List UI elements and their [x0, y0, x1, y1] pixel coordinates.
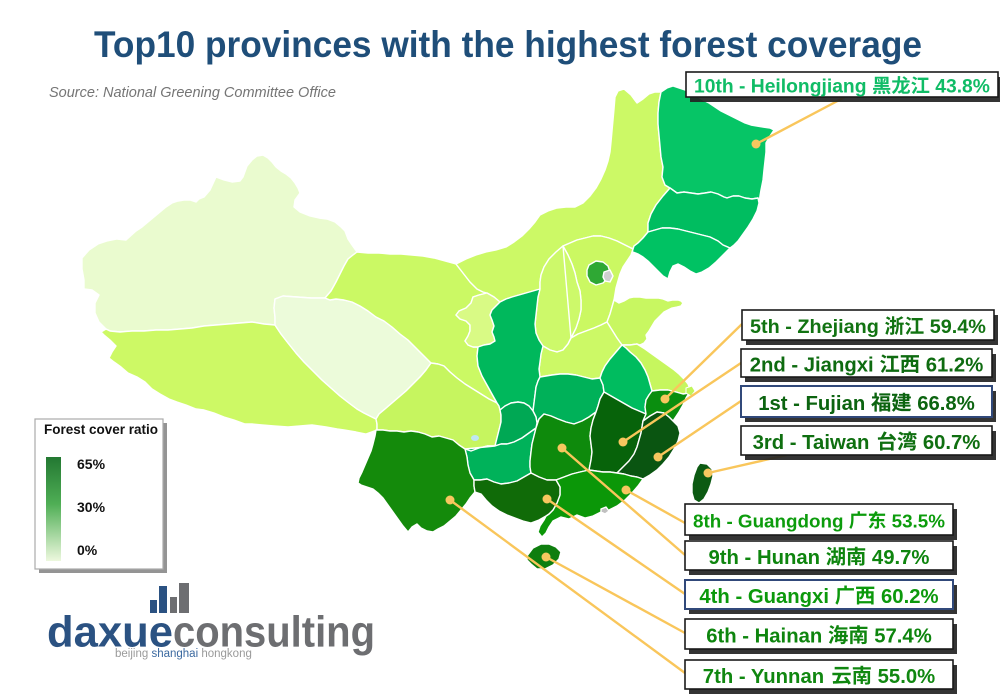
svg-text:4th - Guangxi: 4th - Guangxi	[699, 586, 834, 608]
svg-text:43.8%: 43.8%	[930, 76, 990, 97]
svg-text:Source: National Greening Comm: Source: National Greening Committee Offi…	[49, 85, 336, 101]
svg-text:65%: 65%	[77, 456, 106, 472]
svg-text:60.7%: 60.7%	[917, 432, 980, 454]
svg-text:daxue: daxue	[47, 608, 173, 657]
svg-text:Forest cover ratio: Forest cover ratio	[44, 422, 158, 437]
svg-text:8th - Guangdong: 8th - Guangdong	[693, 510, 849, 531]
svg-text:66.8%: 66.8%	[912, 393, 975, 415]
svg-text:61.2%: 61.2%	[920, 354, 983, 376]
svg-text:beijing shanghai hongkong: beijing shanghai hongkong	[115, 648, 252, 660]
svg-text:7th - Yunnan: 7th - Yunnan	[703, 666, 830, 688]
svg-text:1st - Fujian: 1st - Fujian	[758, 393, 871, 415]
svg-text:49.7%: 49.7%	[866, 547, 929, 569]
svg-text:60.2%: 60.2%	[875, 586, 938, 608]
svg-text:57.4%: 57.4%	[869, 625, 932, 647]
svg-text:9th - Hunan: 9th - Hunan	[709, 547, 826, 569]
svg-text:53.5%: 53.5%	[886, 510, 945, 531]
svg-text:2nd - Jiangxi: 2nd - Jiangxi	[750, 354, 880, 376]
svg-text:5th - Zhejiang: 5th - Zhejiang	[750, 316, 884, 338]
svg-text:consulting: consulting	[173, 608, 375, 657]
svg-text:0%: 0%	[77, 542, 98, 558]
svg-text:59.4%: 59.4%	[924, 316, 986, 338]
svg-text:3rd - Taiwan: 3rd - Taiwan	[753, 432, 875, 454]
svg-text:6th - Hainan: 6th - Hainan	[706, 625, 828, 647]
svg-text:55.0%: 55.0%	[872, 666, 935, 688]
svg-text:10th - Heilongjiang: 10th - Heilongjiang	[694, 76, 872, 97]
svg-text:30%: 30%	[77, 499, 106, 515]
svg-text:Top10 provinces with the highe: Top10 provinces with the highest forest …	[94, 24, 922, 65]
